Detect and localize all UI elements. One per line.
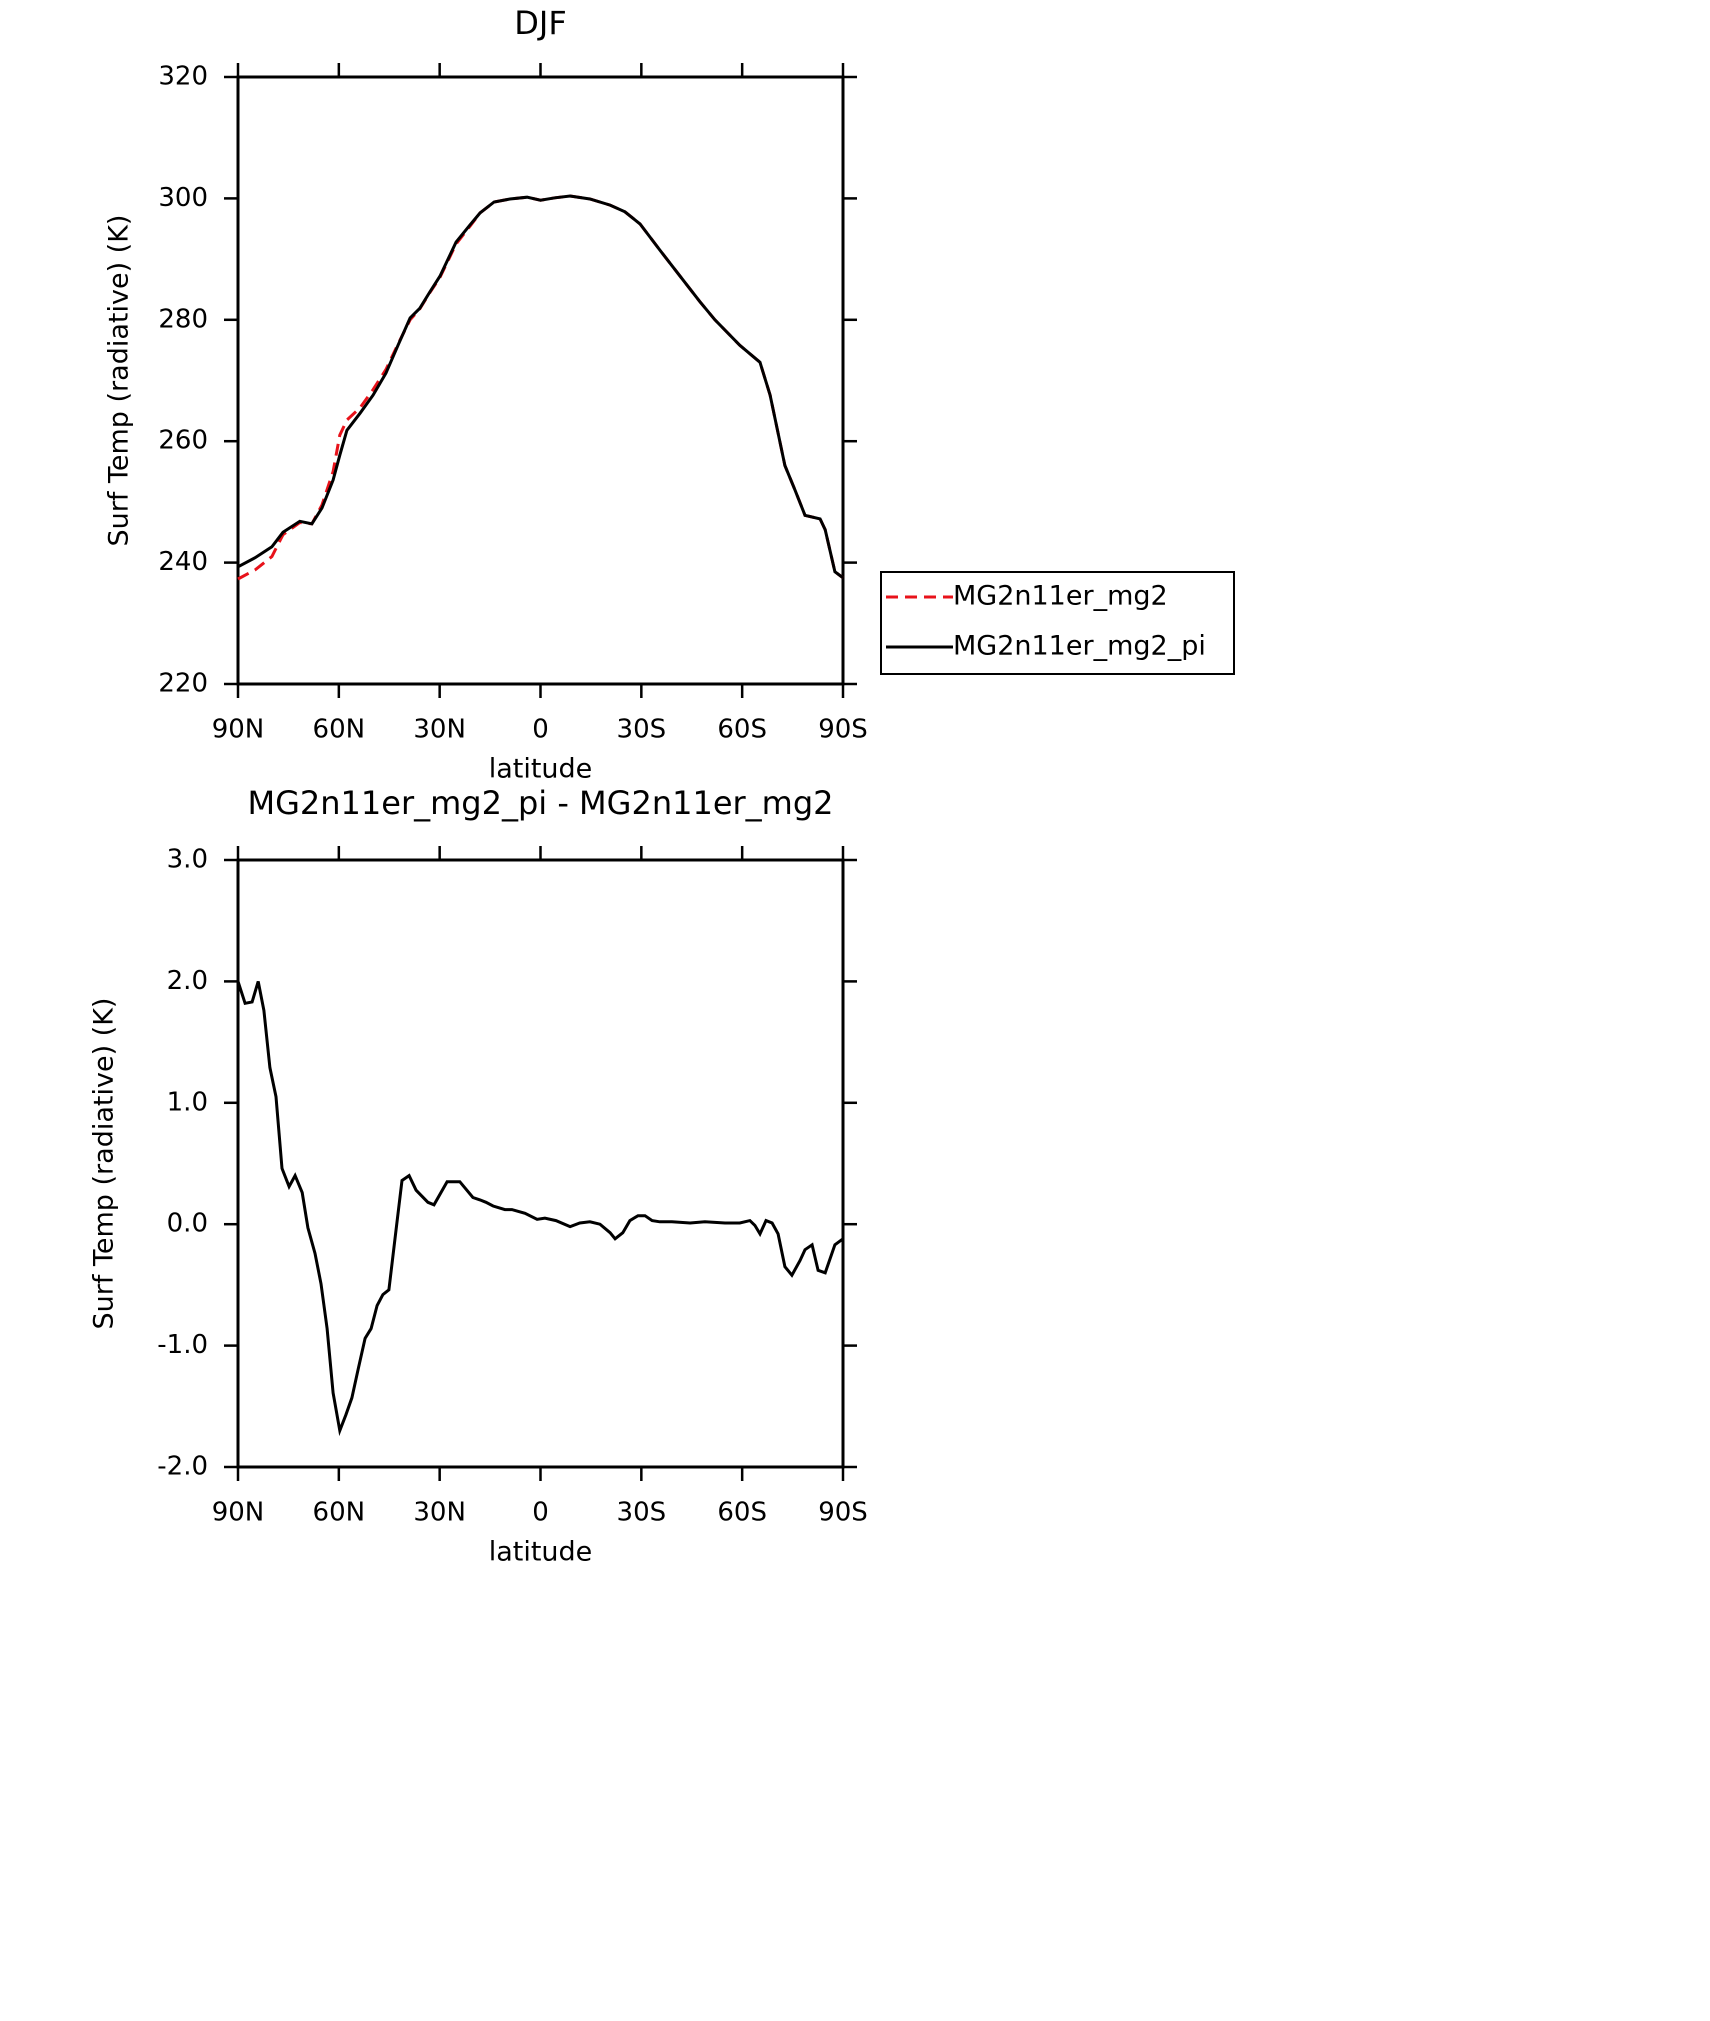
y-tick-label: 1.0 xyxy=(167,1087,208,1117)
x-tick-label: 30N xyxy=(413,715,466,745)
x-tick-label: 30N xyxy=(413,1498,466,1528)
x-tick-label: 60S xyxy=(717,1498,767,1528)
y-axis-label: Surf Temp (radiative) (K) xyxy=(89,998,120,1330)
y-tick-label: 320 xyxy=(158,62,208,92)
x-axis-label: latitude xyxy=(489,754,593,785)
plot-frame xyxy=(236,858,845,1469)
y-tick-label: 280 xyxy=(158,304,208,334)
plot-frame xyxy=(236,75,845,686)
x-tick-label: 90S xyxy=(818,715,868,745)
chart-title: DJF xyxy=(514,4,566,42)
legend-label: MG2n11er_mg2 xyxy=(953,581,1168,612)
legend-label: MG2n11er_mg2_pi xyxy=(953,631,1206,662)
y-tick-label: 300 xyxy=(158,183,208,213)
x-tick-label: 90S xyxy=(818,1498,868,1528)
x-tick-label: 60N xyxy=(313,1498,366,1528)
y-tick-label: 260 xyxy=(158,426,208,456)
y-tick-label: 220 xyxy=(158,669,208,699)
y-tick-label: 2.0 xyxy=(167,966,208,996)
x-tick-label: 0 xyxy=(532,1498,549,1528)
x-tick-label: 60N xyxy=(313,715,366,745)
chart-title: MG2n11er_mg2_pi - MG2n11er_mg2 xyxy=(248,784,834,822)
x-axis-label: latitude xyxy=(489,1537,593,1568)
x-tick-label: 30S xyxy=(617,715,667,745)
data-line xyxy=(237,194,844,581)
data-line xyxy=(237,194,844,579)
y-tick-label: 3.0 xyxy=(167,845,208,875)
x-tick-label: 0 xyxy=(532,715,549,745)
x-tick-label: 90N xyxy=(212,715,265,745)
x-tick-label: 90N xyxy=(212,1498,265,1528)
x-tick-label: 60S xyxy=(717,715,767,745)
y-tick-label: -2.0 xyxy=(157,1452,208,1482)
y-tick-label: 0.0 xyxy=(167,1209,208,1239)
y-axis-label: Surf Temp (radiative) (K) xyxy=(104,215,135,547)
y-tick-label: 240 xyxy=(158,547,208,577)
data-line xyxy=(236,980,844,1437)
y-tick-label: -1.0 xyxy=(157,1330,208,1360)
legend-box xyxy=(880,571,1235,675)
x-tick-label: 30S xyxy=(617,1498,667,1528)
